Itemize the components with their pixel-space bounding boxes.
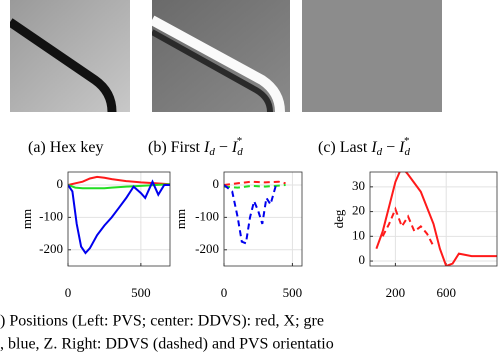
chart: -200 -100 0 0 500 mm: [19, 171, 171, 300]
x-tick-label: 600: [436, 285, 456, 300]
y-tick-label: -100: [39, 208, 63, 223]
y-tick-label: 10: [352, 227, 365, 242]
subcaption-text: (c) Last: [318, 139, 368, 156]
math-op: −: [219, 139, 228, 156]
line-series: [68, 175, 170, 186]
math-symbol: I: [398, 139, 405, 156]
chart: 0 10 20 30 200 600 deg: [331, 171, 498, 300]
line-series: [68, 183, 170, 190]
y-axis-label: mm: [173, 209, 188, 229]
subcaption: (c) Last Id − Id*: [318, 135, 411, 158]
math-symbol: I: [231, 139, 238, 156]
line-series: [224, 184, 286, 189]
math-sub: d: [405, 146, 411, 158]
y-tick-label: 0: [359, 252, 366, 267]
image-first-error: [152, 0, 290, 112]
figure-caption-line: ) Positions (Left: PVS; center: DDVS): r…: [0, 313, 324, 330]
x-tick-label: 500: [283, 285, 303, 300]
y-tick-label: 20: [352, 203, 365, 218]
line-series: [68, 179, 170, 255]
x-tick-label: 200: [386, 285, 406, 300]
math-symbol: I: [203, 139, 210, 156]
subcaption: (b) First Id − Id*: [148, 135, 243, 158]
chart: -200 -100 0 0 500 mm: [173, 171, 303, 300]
subcaption-text: (a) Hex key: [28, 139, 104, 156]
y-tick-label: -200: [195, 241, 219, 256]
math-op: −: [386, 139, 395, 156]
x-tick-label: 0: [65, 285, 72, 300]
line-series: [224, 184, 277, 245]
plot-area: [224, 172, 302, 266]
figure-caption-line: , blue, Z. Right: DDVS (dashed) and PVS …: [0, 336, 334, 353]
math-sub: d: [237, 146, 243, 158]
y-tick-label: -200: [39, 241, 63, 256]
math-sub: d: [377, 146, 383, 158]
image-hex-key: [10, 0, 130, 112]
plot-frame: [67, 171, 171, 267]
line-series: [375, 172, 497, 266]
math-sub: d: [209, 146, 215, 158]
math-symbol: I: [370, 139, 377, 156]
y-tick-label: 30: [352, 178, 365, 193]
image-last-error: [302, 0, 442, 112]
x-tick-label: 0: [221, 285, 228, 300]
y-axis-label: mm: [19, 209, 34, 229]
plot-area: [370, 172, 497, 266]
plot-frame: [369, 171, 498, 267]
math-sup: *: [404, 135, 410, 147]
math-sup: *: [237, 135, 243, 147]
y-axis-label: deg: [331, 209, 346, 228]
line-series: [381, 206, 435, 247]
plot-frame: [223, 171, 303, 267]
line-series: [224, 180, 286, 186]
y-tick-label: -100: [195, 208, 219, 223]
y-tick-label: 0: [213, 176, 220, 191]
subcaption: (a) Hex key: [28, 139, 104, 156]
y-tick-label: 0: [57, 176, 64, 191]
subcaption-text: (b) First: [148, 139, 201, 156]
x-tick-label: 500: [131, 285, 151, 300]
